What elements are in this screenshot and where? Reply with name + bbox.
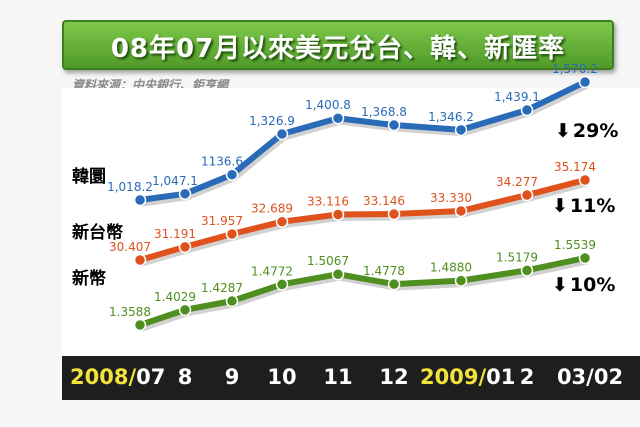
data-point-krw <box>578 75 592 89</box>
series-label-sgd: 新幣 <box>72 269 106 289</box>
data-label-krw: 1,047.1 <box>152 174 198 188</box>
data-point-krw <box>225 168 239 181</box>
data-label-krw: 1,018.2 <box>107 180 153 194</box>
data-label-twd: 33.116 <box>307 195 349 209</box>
x-tick-month: 2 <box>519 365 535 389</box>
data-label-twd: 33.146 <box>363 194 405 208</box>
x-tick-label: 12 <box>359 365 429 389</box>
change-krw: ⬇ 29% <box>555 120 618 142</box>
data-point-twd <box>578 173 592 187</box>
data-point-twd <box>178 240 192 254</box>
data-point-sgd <box>225 294 239 308</box>
x-tick-month: 10 <box>267 365 297 389</box>
data-point-twd <box>520 188 534 202</box>
data-point-sgd <box>520 264 534 277</box>
data-label-sgd: 1.5539 <box>554 238 596 252</box>
x-tick-label: 8 <box>150 365 220 389</box>
change-krw-value: 29% <box>572 120 619 142</box>
data-point-twd <box>387 207 401 221</box>
x-tick-year: 2008/ <box>70 365 137 389</box>
data-point-twd <box>331 208 345 221</box>
data-label-krw: 1136.6 <box>201 155 243 169</box>
data-point-sgd <box>454 274 468 287</box>
data-label-krw: 1,439.1 <box>494 90 540 104</box>
change-twd-value: 11% <box>569 195 616 217</box>
data-point-sgd <box>578 251 592 265</box>
data-label-krw: 1,570.2 <box>552 62 598 76</box>
data-label-twd: 34.277 <box>496 175 538 189</box>
data-label-twd: 31.191 <box>154 227 196 241</box>
x-tick-label: 2008/07 <box>70 365 165 389</box>
x-tick-month: 01 <box>486 365 516 389</box>
data-label-sgd: 1.4287 <box>201 281 243 295</box>
data-label-sgd: 1.4880 <box>430 261 472 275</box>
change-sgd-value: 10% <box>569 274 616 296</box>
series-label-twd: 新台幣 <box>72 223 123 243</box>
data-point-sgd <box>275 278 289 291</box>
data-label-twd: 33.330 <box>430 191 472 205</box>
data-point-twd <box>275 215 289 228</box>
x-tick-month: 12 <box>379 365 409 389</box>
change-sgd: ⬇ 10% <box>552 274 615 296</box>
x-tick-label: 03/02 <box>555 365 625 389</box>
data-label-sgd: 1.5067 <box>307 254 349 268</box>
data-point-twd <box>454 204 468 218</box>
x-tick-month: 03/02 <box>556 365 624 389</box>
data-label-krw: 1,346.2 <box>428 110 474 124</box>
data-point-krw <box>387 118 401 132</box>
x-tick-month: 07 <box>136 365 166 389</box>
data-point-krw <box>331 111 345 125</box>
x-tick-label: 9 <box>197 365 267 389</box>
data-point-krw <box>520 103 534 117</box>
x-tick-label: 2009/01 <box>420 365 515 389</box>
x-tick-label: 11 <box>303 365 373 389</box>
down-arrow-icon: ⬇ <box>555 120 571 142</box>
data-point-krw <box>454 123 468 137</box>
chart-title: 08年07月以來美元兌台、韓、新匯率 <box>110 34 566 64</box>
down-arrow-icon: ⬇ <box>552 195 568 217</box>
data-point-sgd <box>133 318 147 332</box>
data-label-krw: 1,368.8 <box>361 105 407 119</box>
data-label-sgd: 1.4029 <box>154 290 196 304</box>
data-point-krw <box>275 127 289 141</box>
data-point-krw <box>133 193 147 207</box>
data-label-krw: 1,326.9 <box>249 114 295 128</box>
x-axis-band <box>62 356 640 400</box>
x-tick-month: 11 <box>323 365 353 389</box>
data-label-sgd: 1.4772 <box>251 264 293 278</box>
plot-area <box>62 88 640 356</box>
data-label-twd: 32.689 <box>251 202 293 216</box>
change-twd: ⬇ 11% <box>552 195 615 217</box>
data-point-sgd <box>387 277 401 291</box>
data-point-krw <box>178 187 192 201</box>
data-label-sgd: 1.3588 <box>109 305 151 319</box>
data-label-twd: 30.407 <box>109 240 151 254</box>
title-banner: 08年07月以來美元兌台、韓、新匯率 <box>62 20 614 70</box>
x-tick-label: 2 <box>492 365 562 389</box>
data-label-krw: 1,400.8 <box>305 98 351 112</box>
data-point-twd <box>225 227 239 241</box>
down-arrow-icon: ⬇ <box>552 274 568 296</box>
series-label-krw: 韓圜 <box>72 167 106 187</box>
data-point-sgd <box>331 267 345 281</box>
data-label-twd: 35.174 <box>554 160 596 174</box>
data-label-sgd: 1.5179 <box>496 250 538 264</box>
x-tick-year: 2009/ <box>420 365 487 389</box>
x-tick-month: 9 <box>224 365 240 389</box>
data-label-twd: 31.957 <box>201 214 243 228</box>
x-tick-label: 10 <box>247 365 317 389</box>
data-point-sgd <box>178 303 192 317</box>
data-label-sgd: 1.4778 <box>363 264 405 278</box>
data-point-twd <box>133 253 147 267</box>
x-tick-month: 8 <box>177 365 193 389</box>
